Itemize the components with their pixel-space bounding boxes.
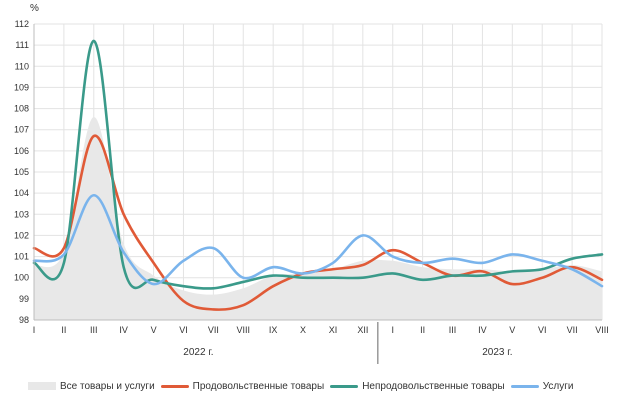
x-tick-label: IV (119, 325, 128, 335)
x-tick-label: VIII (237, 325, 251, 335)
line-series (32, 39, 604, 311)
y-tick-label: 107 (14, 125, 29, 135)
y-tick-label: 100 (14, 273, 29, 283)
legend-item: Продовольственные товары (160, 380, 325, 392)
y-tick-label: 108 (14, 104, 29, 114)
y-tick-label: 101 (14, 252, 29, 262)
x-tick-label: VII (208, 325, 219, 335)
year-label: 2023 г. (482, 347, 512, 358)
legend-label: Услуги (542, 380, 574, 392)
legend-item: Все товары и услуги (28, 381, 155, 392)
series-0-area (34, 117, 602, 320)
y-axis-label: % (30, 3, 39, 14)
y-tick-label: 103 (14, 209, 29, 219)
x-tick-label: VIII (595, 325, 609, 335)
legend-label: Продовольственные товары (192, 380, 325, 392)
y-tick-label: 104 (14, 188, 29, 198)
axes: 98 99 100 101 102 103 104 105 106 107 108 109 110 111… (14, 19, 609, 364)
x-tick-label: III (90, 325, 98, 335)
x-tick-label: VI (538, 325, 547, 335)
x-tick-label: X (300, 325, 306, 335)
x-tick-label: XII (357, 325, 368, 335)
x-tick-label: VII (567, 325, 578, 335)
area-series (34, 117, 602, 320)
chart: % 98 99 100 101 102 103 104 105 106 107 108 109 110 1… (14, 3, 609, 364)
y-tick-label: 105 (14, 167, 29, 177)
y-tick-label: 106 (14, 146, 29, 156)
x-tick-label: V (151, 325, 157, 335)
legend-swatch (160, 384, 189, 388)
y-tick-label: 110 (15, 61, 29, 71)
series-3-line (32, 193, 604, 288)
series-2-line (32, 39, 604, 290)
legend-label: Непродовольственные товары (362, 380, 505, 392)
legend-swatch (28, 382, 56, 390)
y-tick-label: 111 (15, 40, 29, 50)
x-tick-label: V (509, 325, 515, 335)
y-tick-label: 99 (19, 294, 29, 304)
x-tick-label: III (449, 325, 457, 335)
x-tick-label: VI (179, 325, 188, 335)
y-tick-label: 109 (14, 82, 29, 92)
legend-item: Услуги (510, 380, 574, 392)
y-tick-label: 102 (14, 230, 29, 240)
legend-swatch (330, 384, 359, 388)
x-tick-label: II (420, 325, 425, 335)
legend-item: Непродовольственные товары (330, 381, 505, 392)
x-tick-label: IX (269, 325, 278, 335)
y-tick-label: 98 (19, 315, 29, 325)
x-tick-label: I (391, 325, 394, 335)
x-tick-label: II (61, 325, 66, 335)
x-tick-label: I (33, 325, 36, 335)
x-tick-label: XI (329, 325, 338, 335)
y-tick-label: 112 (15, 19, 29, 29)
year-label: 2022 г. (183, 347, 213, 358)
legend-swatch (510, 384, 539, 388)
legend: Все товары и услуги Продовольственные тов… (28, 377, 618, 395)
x-tick-label: IV (478, 325, 487, 335)
legend-label: Все товары и услуги (60, 380, 155, 392)
